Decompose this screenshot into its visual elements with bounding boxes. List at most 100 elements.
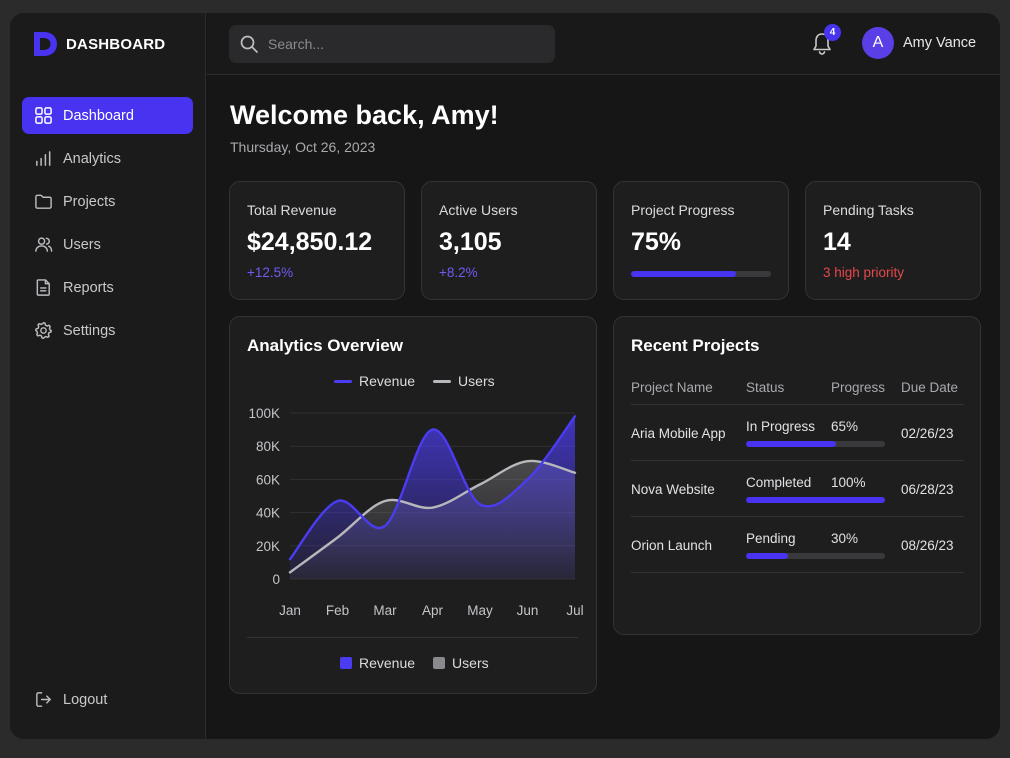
project-due-date: 06/28/23 xyxy=(901,482,954,497)
current-date: Thursday, Oct 26, 2023 xyxy=(230,139,376,155)
sidebar-nav: Dashboard Analytics Projects xyxy=(22,97,193,355)
legend-swatch xyxy=(334,379,352,383)
sidebar-item-users[interactable]: Users xyxy=(22,226,193,263)
legend-item-revenue[interactable]: Revenue xyxy=(334,373,415,389)
project-progress-label: 100% xyxy=(831,475,866,490)
y-tick-label: 100K xyxy=(248,406,280,421)
legend-item-users[interactable]: Users xyxy=(433,373,495,389)
stat-label: Total Revenue xyxy=(247,202,337,218)
revenue-line xyxy=(288,415,577,561)
topbar: 4 A Amy Vance xyxy=(207,13,1000,75)
project-due-date: 08/26/23 xyxy=(901,538,954,553)
x-tick-label: Apr xyxy=(422,603,444,618)
sidebar-item-label: Reports xyxy=(63,279,114,296)
stat-card-revenue: Total Revenue $24,850.12 +12.5% xyxy=(229,181,405,300)
project-progress-bar xyxy=(746,441,885,447)
project-progress-label: 30% xyxy=(831,531,859,546)
project-status: Completed xyxy=(746,475,812,490)
sidebar: DASHBOARD Dashboard Analytics xyxy=(10,13,206,739)
page-title: Welcome back, Amy! xyxy=(230,100,499,130)
x-tick-label: Jan xyxy=(279,603,301,618)
legend-label: Users xyxy=(458,373,495,389)
legend-item-revenue[interactable]: Revenue xyxy=(340,655,415,671)
stat-card-progress: Project Progress 75% xyxy=(613,181,789,300)
logout-label: Logout xyxy=(63,691,108,708)
logo-text: DASHBOARD xyxy=(66,35,166,53)
x-tick-label: Jul xyxy=(566,603,583,618)
search-box[interactable] xyxy=(229,25,555,63)
table-row[interactable]: Nova Website Completed 100% 06/28/23 xyxy=(631,461,964,517)
logo[interactable]: DASHBOARD xyxy=(32,30,165,58)
stat-label: Project Progress xyxy=(631,202,735,218)
progress-bar-fill xyxy=(746,497,885,503)
column-header[interactable]: Progress xyxy=(831,380,886,395)
user-name[interactable]: Amy Vance xyxy=(903,35,977,51)
legend-item-users[interactable]: Users xyxy=(433,655,489,671)
avatar[interactable]: A xyxy=(862,27,894,59)
sidebar-item-analytics[interactable]: Analytics xyxy=(22,140,193,177)
sidebar-item-label: Projects xyxy=(63,193,116,210)
bar-chart-icon xyxy=(36,151,51,166)
project-due-date: 02/26/23 xyxy=(901,426,954,441)
table-row[interactable]: Aria Mobile App In Progress 65% 02/26/23 xyxy=(631,405,964,461)
recent-projects-card: Recent Projects Project Name Status Prog… xyxy=(613,316,981,635)
divider xyxy=(247,637,578,638)
project-name: Nova Website xyxy=(631,482,715,497)
x-tick-label: Mar xyxy=(373,603,397,618)
stat-value: $24,850.12 xyxy=(247,228,373,256)
logout-button[interactable]: Logout xyxy=(34,690,107,709)
progress-bar-fill xyxy=(746,441,837,447)
sidebar-item-reports[interactable]: Reports xyxy=(22,269,193,306)
table-row[interactable]: Orion Launch Pending 30% 08/26/23 xyxy=(631,517,964,573)
column-header[interactable]: Status xyxy=(746,380,785,395)
x-tick-label: Feb xyxy=(326,603,349,618)
legend-label: Revenue xyxy=(359,655,416,671)
legend-swatch xyxy=(433,379,452,383)
sidebar-item-dashboard[interactable]: Dashboard xyxy=(22,97,193,134)
stat-value: 14 xyxy=(823,228,851,256)
stat-value: 75% xyxy=(631,228,682,256)
stat-change: +8.2% xyxy=(439,265,478,280)
revenue-area xyxy=(290,416,575,579)
stat-label: Active Users xyxy=(439,202,518,218)
y-tick-label: 0 xyxy=(272,572,280,587)
legend-swatch xyxy=(433,657,446,669)
legend-swatch xyxy=(340,657,352,669)
legend-label: Revenue xyxy=(359,373,416,389)
app-window: DASHBOARD Dashboard Analytics xyxy=(10,13,1000,739)
sidebar-item-label: Dashboard xyxy=(63,107,134,124)
progress-bar xyxy=(631,271,771,277)
project-status: Pending xyxy=(746,531,796,546)
logo-icon xyxy=(34,32,57,56)
progress-bar-fill xyxy=(746,553,788,559)
gear-icon xyxy=(34,321,53,340)
sidebar-item-label: Analytics xyxy=(63,150,122,167)
stat-change: +12.5% xyxy=(247,265,294,280)
grid-icon xyxy=(35,107,52,124)
stat-value: 3,105 xyxy=(439,228,502,256)
x-tick-label: May xyxy=(467,603,493,618)
high-priority-note: 3 high priority xyxy=(823,265,905,280)
project-status: In Progress xyxy=(746,419,816,434)
project-name: Orion Launch xyxy=(631,538,713,553)
chart-legend-top: Revenue Users xyxy=(334,373,495,389)
project-progress-bar xyxy=(746,497,885,503)
analytics-card: Analytics Overview Revenue Users 0 20K 40K… xyxy=(229,316,597,694)
document-icon xyxy=(36,279,50,296)
search-icon xyxy=(240,35,258,53)
column-header[interactable]: Due Date xyxy=(901,380,959,395)
analytics-chart: 0 20K 40K 60K 80K 100K Jan Feb Mar Apr May Jun Jul xyxy=(248,406,583,618)
search-input[interactable] xyxy=(268,36,528,52)
y-tick-label: 60K xyxy=(256,472,280,487)
sidebar-item-settings[interactable]: Settings xyxy=(22,312,193,349)
y-tick-label: 80K xyxy=(256,439,280,454)
sidebar-item-label: Users xyxy=(63,236,101,253)
legend-label: Users xyxy=(452,655,489,671)
project-progress-bar xyxy=(746,553,885,559)
sidebar-item-projects[interactable]: Projects xyxy=(22,183,193,220)
users-icon xyxy=(35,237,53,252)
stat-card-tasks: Pending Tasks 14 3 high priority xyxy=(805,181,981,300)
chart-legend-bottom: Revenue Users xyxy=(340,655,489,671)
logout-icon xyxy=(36,692,51,707)
column-header[interactable]: Project Name xyxy=(631,380,713,395)
